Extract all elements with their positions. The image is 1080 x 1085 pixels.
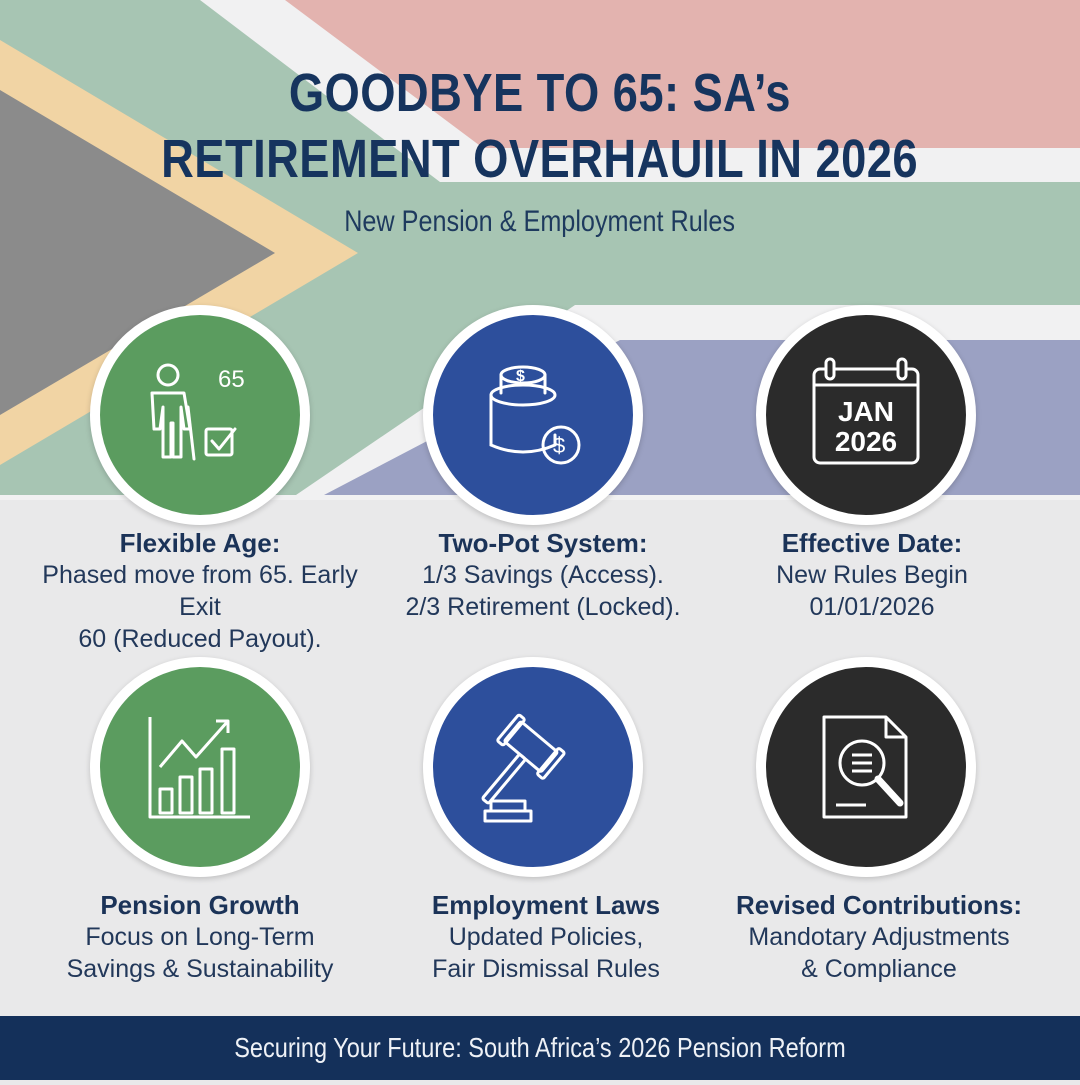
page-title-line1: GOODBYE TO 65: SA’s	[288, 63, 792, 123]
card-pension-growth: Pension Growth Focus on Long-Term Saving…	[20, 889, 380, 985]
card-line: Phased move from 65. Early Exit	[42, 561, 358, 621]
savings-jar-dollar-icon: $ $	[489, 365, 581, 465]
card-line: & Compliance	[801, 955, 957, 983]
footer-text: Securing Your Future: South Africa’s 202…	[234, 1032, 846, 1063]
page-title-line2: RETIREMENT OVERHAUIL IN 2026	[161, 129, 919, 189]
card-effective-date: Effective Date: New Rules Begin 01/01/20…	[692, 527, 1052, 623]
effective-date-badge: JAN 2026	[756, 305, 976, 525]
svg-text:JAN: JAN	[838, 396, 894, 427]
svg-text:2026: 2026	[835, 426, 897, 457]
card-employment-laws: Employment Laws Updated Policies, Fair D…	[366, 889, 726, 985]
card-line: 1/3 Savings (Access).	[422, 561, 664, 589]
growth-chart-icon	[148, 717, 250, 819]
footer-banner: Securing Your Future: South Africa’s 202…	[0, 1016, 1080, 1080]
svg-text:65: 65	[218, 366, 245, 393]
card-title: Two-Pot System:	[438, 528, 648, 558]
card-title: Revised Contributions:	[735, 890, 1022, 920]
card-title: Flexible Age:	[119, 528, 281, 558]
card-line: Fair Dismissal Rules	[432, 955, 660, 983]
card-line: Updated Policies,	[448, 923, 644, 951]
gavel-icon	[481, 713, 566, 823]
card-title: Pension Growth	[100, 890, 300, 920]
svg-text:$: $	[553, 433, 565, 458]
card-flexible-age: Flexible Age: Phased move from 65. Early…	[20, 527, 380, 655]
card-revised-contributions: Revised Contributions: Mandotary Adjustm…	[699, 889, 1059, 985]
card-two-pot-system: Two-Pot System: 1/3 Savings (Access). 2/…	[363, 527, 723, 623]
card-line: Savings & Sustainability	[66, 955, 334, 983]
card-title: Employment Laws	[431, 890, 661, 920]
elderly-person-65-check-icon: 65	[150, 363, 245, 461]
pension-growth-badge	[90, 657, 310, 877]
flag-black-triangle	[0, 90, 275, 415]
card-line: 2/3 Retirement (Locked).	[405, 593, 681, 621]
card-title: Effective Date:	[781, 528, 963, 558]
card-line: 01/01/2026	[809, 593, 935, 621]
page-subtitle: New Pension & Employment Rules	[344, 205, 736, 238]
card-line: 60 (Reduced Payout).	[78, 625, 322, 653]
document-magnifier-icon	[822, 715, 908, 819]
employment-laws-badge	[423, 657, 643, 877]
card-line: Focus on Long-Term	[85, 923, 315, 951]
card-line: Mandotary Adjustments	[748, 923, 1010, 951]
svg-text:$: $	[516, 368, 525, 385]
calendar-icon: JAN 2026	[812, 357, 920, 465]
flag-red-band	[285, 0, 1080, 148]
flexible-age-badge: 65	[90, 305, 310, 525]
revised-contributions-badge	[756, 657, 976, 877]
two-pot-badge: $ $	[423, 305, 643, 525]
card-line: New Rules Begin	[776, 561, 968, 589]
